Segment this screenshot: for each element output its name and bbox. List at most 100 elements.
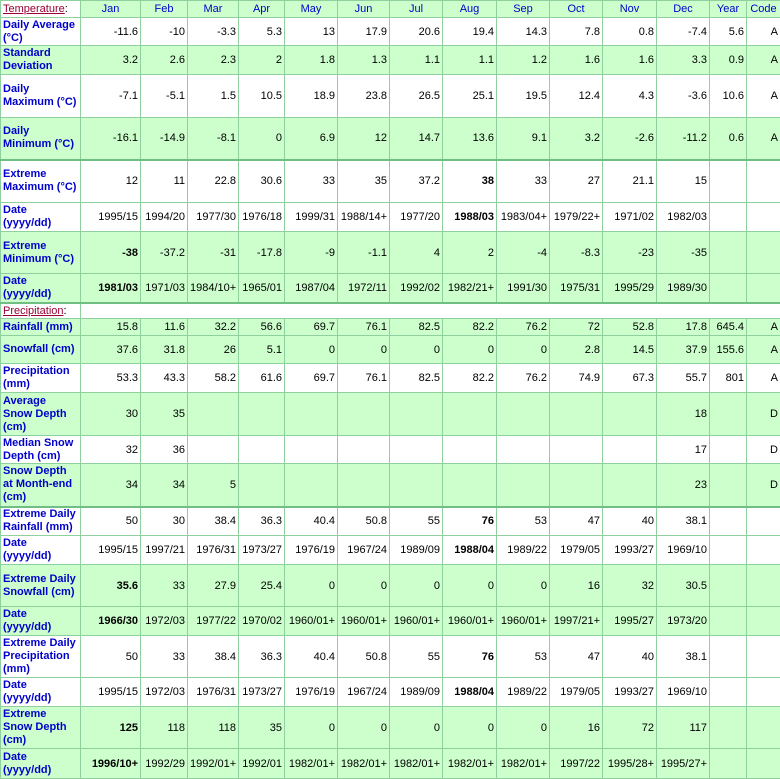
cell bbox=[602, 435, 657, 464]
cell: 72 bbox=[549, 318, 603, 336]
cell bbox=[746, 202, 780, 232]
cell: 1992/01+ bbox=[187, 748, 239, 779]
cell: 1.6 bbox=[549, 45, 603, 75]
cell bbox=[746, 706, 780, 749]
cell: 5.6 bbox=[709, 17, 747, 46]
cell: 33 bbox=[284, 158, 338, 203]
cell: 1977/22 bbox=[187, 606, 239, 636]
row-label: Precipitation (mm) bbox=[0, 363, 81, 393]
cell: -38 bbox=[80, 231, 141, 274]
cell: 1999/31 bbox=[284, 202, 338, 232]
cell: 1982/21+ bbox=[442, 273, 497, 303]
data-row: Extreme Daily Snowfall (cm) 35.6 33 27.9 25.… bbox=[0, 564, 780, 607]
cell-value-bold: 35.6 bbox=[116, 579, 138, 592]
cell: 37.9 bbox=[656, 335, 710, 364]
column-header: Year bbox=[709, 0, 747, 18]
cell bbox=[746, 158, 780, 203]
cell: 55 bbox=[389, 505, 443, 536]
cell: 1988/14+ bbox=[337, 202, 390, 232]
cell: 47 bbox=[549, 505, 603, 536]
cell: 2.3 bbox=[187, 45, 239, 75]
data-row: Snowfall (cm) 37.6 31.8 26 5.1 0 0 0 0 0 2.8 14.5 37… bbox=[0, 335, 780, 364]
cell: 1983/04+ bbox=[496, 202, 550, 232]
section-punctuation: : bbox=[63, 304, 67, 317]
cell: 25.4 bbox=[238, 564, 285, 607]
cell: 1981/03 bbox=[80, 273, 141, 303]
cell bbox=[602, 463, 657, 507]
cell: A bbox=[746, 17, 780, 46]
cell: 0 bbox=[442, 706, 497, 749]
data-row: Date (yyyy/dd) 1981/03 1971/03 1984/10+ 1965… bbox=[0, 273, 780, 303]
cell bbox=[746, 606, 780, 636]
data-row: Precipitation (mm) 53.3 43.3 58.2 61.6 69.7 76… bbox=[0, 363, 780, 393]
cell: 55 bbox=[389, 635, 443, 678]
cell: 0 bbox=[442, 335, 497, 364]
cell: 74.9 bbox=[549, 363, 603, 393]
cell: 69.7 bbox=[284, 363, 338, 393]
cell bbox=[238, 435, 285, 464]
cell: 1967/24 bbox=[337, 677, 390, 707]
cell: 14.3 bbox=[496, 17, 550, 46]
cell: 23 bbox=[656, 463, 710, 507]
cell: -5.1 bbox=[140, 74, 188, 118]
section-link[interactable]: Precipitation bbox=[3, 304, 64, 317]
cell bbox=[337, 435, 390, 464]
row-label: Extreme Minimum (°C) bbox=[0, 231, 81, 274]
cell: A bbox=[746, 45, 780, 75]
section-header-row: Precipitation: bbox=[0, 301, 780, 319]
cell: 11 bbox=[140, 158, 188, 203]
cell bbox=[284, 435, 338, 464]
cell: 2.8 bbox=[549, 335, 603, 364]
cell: 55.7 bbox=[656, 363, 710, 393]
cell-value-bold: 1988/04 bbox=[454, 544, 494, 556]
row-label: Daily Minimum (°C) bbox=[0, 117, 81, 160]
cell: 1965/01 bbox=[238, 273, 285, 303]
cell: 53 bbox=[496, 505, 550, 536]
cell: 14.5 bbox=[602, 335, 657, 364]
cell bbox=[496, 392, 550, 436]
cell: 0 bbox=[389, 706, 443, 749]
cell: 22.8 bbox=[187, 158, 239, 203]
cell bbox=[187, 392, 239, 436]
cell bbox=[709, 435, 747, 464]
cell: 38.4 bbox=[187, 505, 239, 536]
cell: 50 bbox=[80, 635, 141, 678]
cell: A bbox=[746, 117, 780, 160]
row-label: Snowfall (cm) bbox=[0, 335, 81, 364]
cell: 1997/21 bbox=[140, 535, 188, 565]
cell: 72 bbox=[602, 706, 657, 749]
data-row: Date (yyyy/dd) 1996/10+ 1992/29 1992/01+ 199… bbox=[0, 748, 780, 779]
cell bbox=[549, 463, 603, 507]
cell: 27 bbox=[549, 158, 603, 203]
data-row: Date (yyyy/dd) 1995/15 1972/03 1976/31 1973/… bbox=[0, 677, 780, 707]
cell: 1972/03 bbox=[140, 677, 188, 707]
cell bbox=[389, 463, 443, 507]
cell: 12 bbox=[80, 158, 141, 203]
section-link[interactable]: Temperature bbox=[3, 3, 65, 15]
cell: 0 bbox=[284, 706, 338, 749]
cell: 118 bbox=[140, 706, 188, 749]
cell: 76.2 bbox=[496, 363, 550, 393]
cell: 1972/11 bbox=[337, 273, 390, 303]
cell: 17.8 bbox=[656, 318, 710, 336]
cell: 1966/30 bbox=[80, 606, 141, 636]
cell: 9.1 bbox=[496, 117, 550, 160]
cell: 3.2 bbox=[80, 45, 141, 75]
cell: 2 bbox=[442, 231, 497, 274]
cell bbox=[709, 392, 747, 436]
cell: 0 bbox=[496, 335, 550, 364]
data-row: Snow Depth at Month-end (cm) 34 34 5 23 D bbox=[0, 463, 780, 507]
cell: -7.4 bbox=[656, 17, 710, 46]
cell: 1988/04 bbox=[442, 677, 497, 707]
cell: 35.6 bbox=[80, 564, 141, 607]
cell bbox=[709, 273, 747, 303]
cell bbox=[496, 463, 550, 507]
cell: 25.1 bbox=[442, 74, 497, 118]
cell: 1971/03 bbox=[140, 273, 188, 303]
cell bbox=[187, 435, 239, 464]
data-row: Average Snow Depth (cm) 30 35 18 D bbox=[0, 392, 780, 436]
cell: -11.6 bbox=[80, 17, 141, 46]
cell: 21.1 bbox=[602, 158, 657, 203]
cell: 38.1 bbox=[656, 635, 710, 678]
section-title: Temperature: bbox=[0, 0, 81, 18]
